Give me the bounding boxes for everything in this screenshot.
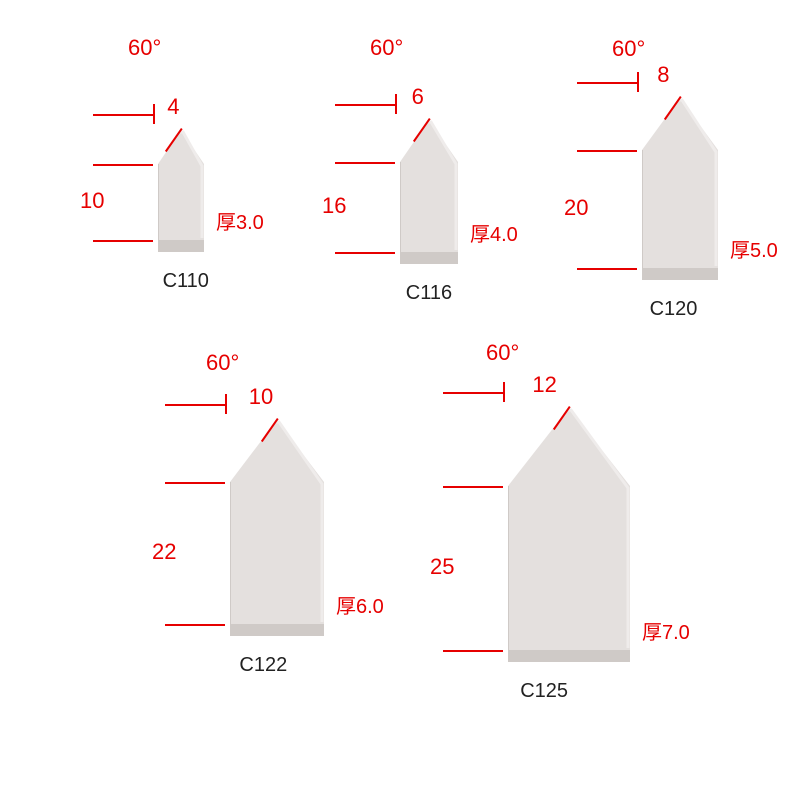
height-dim-line <box>93 164 153 166</box>
height-label: 25 <box>430 554 454 580</box>
height-dim-line <box>443 650 503 652</box>
width-dim-line <box>93 114 153 116</box>
height-label: 20 <box>564 195 588 221</box>
angle-label: 60° <box>612 36 645 62</box>
height-dim-line <box>335 252 395 254</box>
width-dim-line <box>335 104 395 106</box>
height-dim-line <box>577 150 637 152</box>
height-dim-line <box>443 486 503 488</box>
width-dim-tick <box>503 382 505 402</box>
width-dim-tick <box>225 394 227 414</box>
height-dim-line <box>335 162 395 164</box>
angle-label: 60° <box>486 340 519 366</box>
model-label: C122 <box>239 654 287 677</box>
width-dim-line <box>165 404 225 406</box>
model-label: C125 <box>520 680 568 703</box>
thickness-label: 厚5.0 <box>730 234 778 263</box>
angle-label: 60° <box>370 35 403 61</box>
height-label: 22 <box>152 539 176 565</box>
height-dim-line <box>165 624 225 626</box>
thickness-label: 厚4.0 <box>470 218 518 247</box>
insert-c122: 60°1022厚6.0C122 <box>230 420 324 636</box>
thickness-label: 厚3.0 <box>216 206 264 235</box>
width-label: 8 <box>657 62 669 88</box>
height-label: 16 <box>322 193 346 219</box>
insert-c125: 60°1225厚7.0C125 <box>508 408 630 662</box>
width-dim-line <box>443 392 503 394</box>
model-label: C116 <box>406 282 452 305</box>
model-label: C110 <box>163 270 209 293</box>
height-dim-line <box>577 268 637 270</box>
height-dim-line <box>165 482 225 484</box>
height-dim-line <box>93 240 153 242</box>
width-dim-tick <box>153 104 155 124</box>
width-label: 12 <box>532 372 556 398</box>
width-dim-tick <box>395 94 397 114</box>
model-label: C120 <box>650 298 698 321</box>
width-label: 4 <box>167 94 179 120</box>
insert-c110: 60°410厚3.0C110 <box>158 130 204 252</box>
thickness-label: 厚6.0 <box>336 590 384 619</box>
insert-c120: 60°820厚5.0C120 <box>642 98 718 280</box>
width-dim-line <box>577 82 637 84</box>
width-dim-tick <box>637 72 639 92</box>
width-label: 6 <box>412 84 424 110</box>
angle-label: 60° <box>206 350 239 376</box>
width-label: 10 <box>249 384 273 410</box>
height-label: 10 <box>80 188 104 214</box>
insert-c116: 60°616厚4.0C116 <box>400 120 458 264</box>
angle-label: 60° <box>128 35 161 61</box>
thickness-label: 厚7.0 <box>642 616 690 645</box>
